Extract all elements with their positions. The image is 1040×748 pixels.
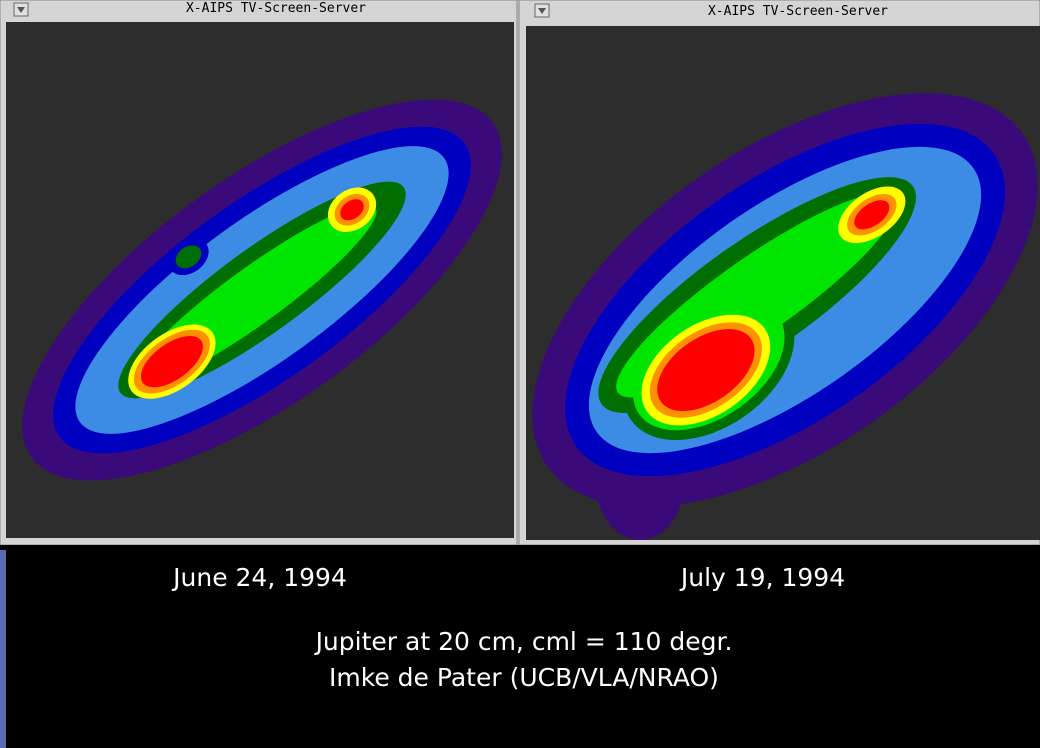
panel-edge xyxy=(0,550,6,748)
contour-level xyxy=(657,329,755,412)
window-title: X-AIPS TV-Screen-Server xyxy=(708,4,888,19)
right-date: July 19, 1994 xyxy=(679,563,845,592)
left-date: June 24, 1994 xyxy=(171,563,347,592)
contour-level xyxy=(340,199,364,221)
contour-level xyxy=(854,200,890,230)
contour-level xyxy=(175,245,202,269)
caption-line: Jupiter at 20 cm, cml = 110 degr. xyxy=(314,627,733,656)
right-window: X-AIPS TV-Screen-Server xyxy=(518,0,1040,546)
menu-icon xyxy=(538,8,546,14)
contour-level xyxy=(140,335,203,388)
menu-icon xyxy=(17,7,25,13)
radio-image xyxy=(532,93,1038,540)
caption-line: Imke de Pater (UCB/VLA/NRAO) xyxy=(329,663,719,692)
caption-panel xyxy=(0,545,1040,748)
radio-image xyxy=(22,99,502,481)
window-title: X-AIPS TV-Screen-Server xyxy=(186,1,366,16)
left-window: X-AIPS TV-Screen-Server xyxy=(0,0,518,546)
